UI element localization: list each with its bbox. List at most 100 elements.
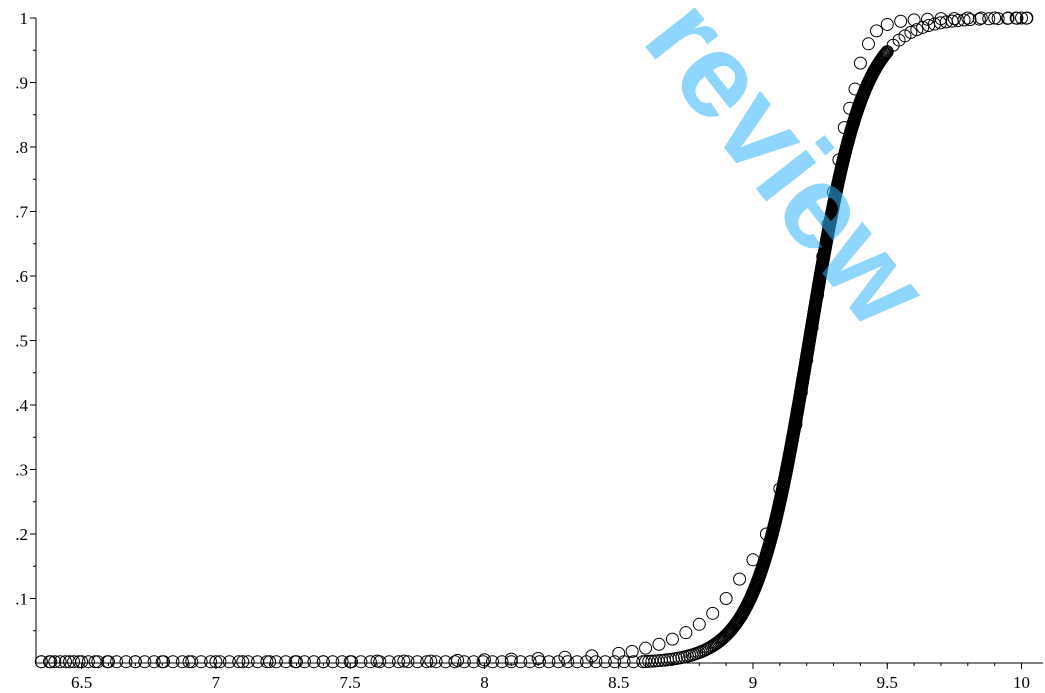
data-point — [34, 655, 48, 669]
data-point — [326, 655, 340, 669]
data-point — [561, 655, 575, 669]
data-point — [837, 121, 851, 135]
data-point — [794, 385, 808, 399]
data-point — [289, 655, 303, 669]
data-point — [642, 654, 656, 668]
y-tick-label: .6 — [15, 267, 28, 286]
data-point — [307, 655, 321, 669]
data-point — [448, 655, 462, 669]
data-point — [934, 12, 948, 26]
data-point — [816, 250, 830, 264]
data-point — [1020, 11, 1034, 25]
data-point — [974, 11, 988, 25]
watermark-text: review — [620, 0, 956, 351]
data-point — [476, 655, 490, 669]
data-point — [128, 655, 142, 669]
data-point — [877, 48, 891, 62]
data-point — [451, 653, 465, 667]
x-tick-label: 6.5 — [71, 673, 92, 692]
data-point — [260, 655, 274, 669]
data-point — [523, 655, 537, 669]
x-tick-label: 8 — [480, 673, 489, 692]
data-point — [316, 655, 330, 669]
data-point — [608, 655, 622, 669]
data-point — [947, 12, 961, 26]
data-point — [843, 101, 857, 115]
data-point — [773, 482, 787, 496]
data-point — [733, 572, 747, 586]
data-point — [429, 655, 443, 669]
data-point — [204, 655, 218, 669]
y-tick-label: .1 — [15, 590, 28, 609]
data-point — [514, 655, 528, 669]
data-point — [877, 49, 891, 63]
data-point — [420, 655, 434, 669]
data-point — [1009, 11, 1023, 25]
data-point — [759, 527, 773, 541]
data-point — [424, 654, 438, 668]
data-point — [194, 655, 208, 669]
y-tick-label: .9 — [15, 74, 28, 93]
data-point — [42, 655, 56, 669]
data-point — [880, 45, 894, 59]
data-point — [382, 655, 396, 669]
y-tick-label: .3 — [15, 461, 28, 480]
x-tick-label: 10 — [1013, 673, 1030, 692]
data-point — [119, 655, 133, 669]
data-point — [861, 37, 875, 51]
x-tick-label: 9 — [749, 673, 758, 692]
data-point — [598, 655, 612, 669]
data-point — [439, 655, 453, 669]
data-point — [147, 655, 161, 669]
data-point — [570, 655, 584, 669]
data-point — [957, 13, 971, 27]
data-point — [907, 13, 921, 27]
data-point — [81, 655, 95, 669]
y-tick-label: .5 — [15, 332, 28, 351]
data-point — [269, 655, 283, 669]
data-point — [370, 654, 384, 668]
data-point — [88, 655, 102, 669]
data-point — [53, 655, 67, 669]
data-point — [781, 456, 795, 470]
data-point — [639, 641, 653, 655]
y-tick-label: 1 — [20, 9, 29, 28]
data-point — [504, 655, 518, 669]
data-point — [236, 655, 250, 669]
x-tick-label: 8.5 — [608, 673, 629, 692]
data-point — [495, 655, 509, 669]
data-point — [222, 655, 236, 669]
data-point — [870, 24, 884, 38]
data-point — [467, 655, 481, 669]
data-point — [185, 655, 199, 669]
data-point — [961, 11, 975, 25]
data-point — [625, 644, 639, 658]
y-tick-label: .2 — [15, 525, 28, 544]
data-point — [910, 23, 924, 37]
data-point — [692, 617, 706, 631]
data-point — [363, 655, 377, 669]
data-point — [110, 655, 124, 669]
data-point — [904, 25, 918, 39]
data-point — [652, 637, 666, 651]
data-point — [542, 655, 556, 669]
data-point — [166, 655, 180, 669]
data-point — [789, 417, 803, 431]
data-point — [48, 655, 62, 669]
data-point — [354, 655, 368, 669]
data-point — [1015, 11, 1029, 25]
data-point — [880, 17, 894, 31]
data-point — [612, 646, 626, 660]
data-points — [34, 11, 1034, 669]
data-point — [263, 655, 277, 669]
data-point — [213, 655, 227, 669]
data-point — [1001, 11, 1015, 25]
data-point — [821, 217, 835, 231]
data-point — [392, 655, 406, 669]
axes: .1 .2 .3 .4 .5 .6 .7 .8 .9 1 6.5 7 7.5 8 8.5 9 9.5 10 — [15, 9, 1043, 692]
x-tick-label: 9.5 — [877, 673, 898, 692]
x-tick-label: 7.5 — [340, 673, 361, 692]
data-point — [251, 655, 265, 669]
data-point — [558, 650, 572, 664]
data-point — [988, 11, 1002, 25]
